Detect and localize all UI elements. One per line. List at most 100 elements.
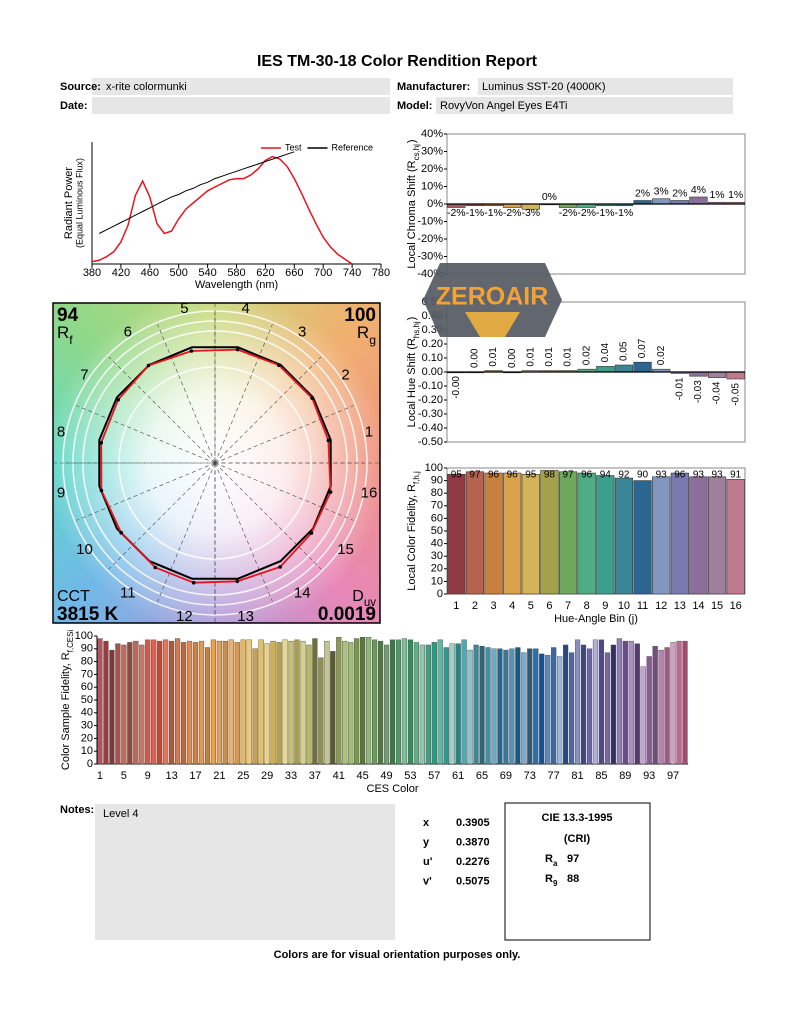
x-tick-label: 69: [500, 770, 512, 782]
value-label: 2%: [672, 187, 687, 199]
field-box: [436, 97, 733, 114]
bar: [139, 644, 145, 765]
bar: [707, 371, 727, 378]
hue-bin-label: 2: [341, 367, 349, 384]
y-tick-label: 40: [431, 538, 443, 550]
bar: [103, 640, 109, 765]
x-tick-label: 13: [165, 770, 177, 782]
field-box: [478, 78, 733, 95]
y-tick-label: 0%: [427, 198, 443, 210]
y-tick-label: 30: [81, 720, 93, 732]
bar: [288, 640, 294, 765]
field-box: [92, 97, 390, 114]
notes-box: [95, 804, 395, 940]
value-label: -2%: [577, 207, 596, 219]
bar: [204, 647, 211, 765]
value-label: 2%: [635, 187, 650, 199]
y-tick-label: 70: [431, 500, 443, 512]
value-label: -2%: [447, 207, 466, 219]
duv-label-sub: uv: [364, 597, 376, 609]
y-tick-label: -10%: [417, 215, 443, 227]
bar: [503, 472, 522, 595]
bar: [461, 639, 467, 765]
bar: [479, 646, 485, 765]
y-axis-label: Color Sample Fidelity, Rf,CESi: [60, 630, 75, 770]
bar: [596, 366, 615, 373]
bar: [485, 647, 491, 765]
bar: [640, 666, 646, 765]
test-vertex: [277, 363, 281, 368]
hue-bin-label: 6: [124, 323, 132, 340]
x-tick-label: 85: [595, 770, 607, 782]
value-label: 96: [674, 470, 686, 481]
y-tick-label: 0: [87, 758, 93, 770]
y-tick-label: 20: [431, 563, 443, 575]
bar: [324, 640, 330, 765]
y-tick-label: 0.20: [422, 338, 443, 350]
x-tick-label: 33: [285, 770, 297, 782]
bin-boundary: [76, 405, 216, 464]
value-label: 97: [469, 470, 481, 481]
bar: [151, 639, 157, 765]
y-tick-label: 10: [431, 575, 443, 587]
bar: [551, 647, 557, 765]
y-tick-label: 10: [81, 745, 93, 757]
x-tick-label: 1: [453, 600, 459, 612]
bar: [121, 644, 127, 765]
y-axis-label-sub: f,h,j: [412, 471, 421, 484]
x-tick-label: 7: [565, 600, 571, 612]
notes-text: Level 4: [103, 808, 138, 820]
x-tick-label: 15: [711, 600, 723, 612]
y-tick-label: 100: [425, 462, 443, 474]
y-tick-label: 40%: [421, 128, 443, 140]
x-tick-label: 65: [476, 770, 488, 782]
bar: [389, 639, 396, 765]
bar: [312, 638, 318, 765]
cri-symbol: R9: [545, 873, 558, 888]
value-label: 95: [451, 470, 463, 481]
bar: [210, 639, 216, 765]
bar: [634, 643, 640, 765]
test-vertex: [189, 349, 194, 353]
cri-value: 97: [567, 853, 579, 865]
bar: [413, 642, 419, 765]
bar: [726, 479, 745, 595]
y-axis-label-text: ): [406, 317, 418, 321]
bar: [473, 644, 479, 765]
y-tick-label: 90: [81, 643, 93, 655]
bar: [604, 652, 610, 765]
x-tick-label: 2: [472, 600, 478, 612]
duv-value: 0.0019: [318, 604, 376, 625]
bar: [598, 639, 605, 765]
bar: [596, 475, 615, 595]
rf-label-sub: f: [69, 333, 73, 347]
bar: [682, 640, 688, 765]
x-tick-label: 8: [584, 600, 590, 612]
value-label: -2%: [559, 207, 578, 219]
bar: [109, 649, 115, 765]
series-line: [91, 155, 353, 265]
y-axis-label-sub: f,CESi: [66, 630, 75, 653]
y-axis-label: Local Hue Shift (Rhs,hj): [406, 317, 421, 428]
y-axis-label-text: Local Hue Shift (R: [406, 338, 418, 427]
bin-boundary: [157, 324, 216, 464]
field-label: Model:: [397, 100, 432, 112]
bar: [545, 655, 551, 765]
rg-label-sub: g: [369, 333, 376, 347]
bar: [646, 656, 652, 765]
x-tick-label: 700: [314, 267, 332, 279]
bin-boundary: [108, 462, 216, 570]
x-tick-label: 740: [343, 267, 361, 279]
bar: [348, 642, 354, 765]
bar: [97, 638, 103, 765]
hue-bin-label: 8: [57, 423, 65, 440]
x-tick-label: 61: [452, 770, 464, 782]
bar: [234, 642, 240, 765]
hue-bin-label: 7: [80, 367, 88, 384]
field-label: Date:: [60, 100, 88, 112]
cri-value: 88: [567, 873, 579, 885]
x-tick-label: 93: [643, 770, 655, 782]
bar: [282, 639, 288, 765]
bar: [491, 648, 497, 765]
field-box: [92, 78, 390, 95]
